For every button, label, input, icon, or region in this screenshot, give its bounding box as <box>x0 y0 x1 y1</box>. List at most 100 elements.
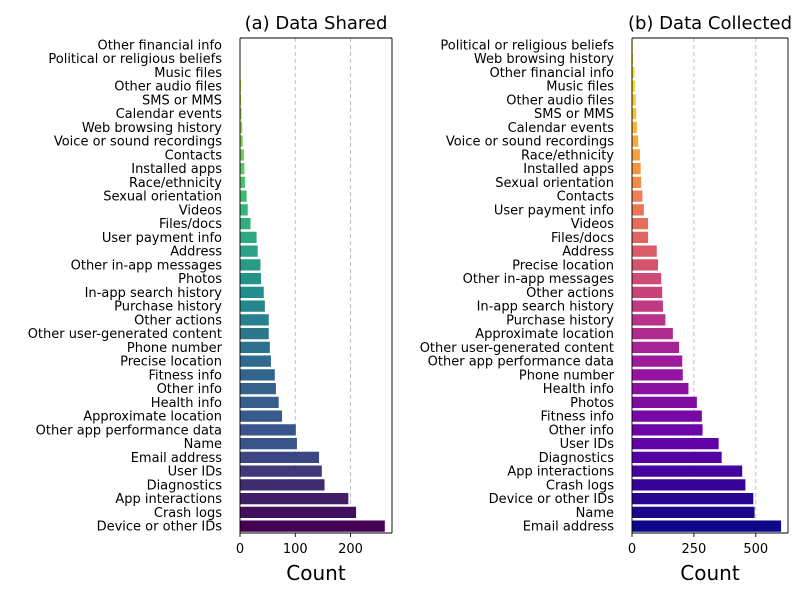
shared-category-label: Other financial info <box>97 38 222 53</box>
shared-category-label: User IDs <box>168 465 223 480</box>
shared-category-label: Other audio files <box>114 80 222 95</box>
collected-xtick-label: 250 <box>681 542 706 557</box>
collected-bar <box>632 410 702 422</box>
shared-category-label: Precise location <box>120 355 222 370</box>
collected-category-label: Installed apps <box>523 162 614 177</box>
shared-category-label: Approximate location <box>83 410 222 425</box>
shared-xlabel: Count <box>286 561 346 585</box>
shared-category-label: Other info <box>157 382 222 397</box>
shared-category-label: Photos <box>178 272 222 287</box>
collected-bar <box>632 369 683 381</box>
collected-bar <box>632 465 743 477</box>
collected-category-label: Music files <box>546 80 614 95</box>
shared-bar <box>240 176 245 189</box>
shared-category-label: User payment info <box>102 231 222 246</box>
collected-category-label: Phone number <box>519 368 615 383</box>
shared-xtick-label: 200 <box>338 542 363 557</box>
collected-bar <box>632 355 683 367</box>
collected-bar <box>632 341 680 354</box>
collected-bar <box>632 492 754 505</box>
collected-category-label: Purchase history <box>506 313 614 328</box>
collected-bar <box>632 382 689 395</box>
collected-bar <box>632 217 649 230</box>
collected-category-label: Files/docs <box>551 231 614 246</box>
shared-category-label: Health info <box>151 396 222 411</box>
collected-category-label: Other actions <box>526 286 614 301</box>
shared-category-label: Voice or sound recordings <box>54 135 222 150</box>
shared-bar <box>240 245 258 257</box>
shared-category-label: Calendar events <box>116 107 223 122</box>
shared-bar <box>240 300 265 312</box>
collected-bar <box>632 121 637 134</box>
shared-bar <box>240 314 269 326</box>
collected-category-label: Videos <box>571 217 614 232</box>
shared-category-label: Other actions <box>134 313 222 328</box>
collected-category-label: Race/ethnicity <box>521 148 614 163</box>
collected-category-label: Voice or sound recordings <box>446 135 614 150</box>
collected-category-label: Approximate location <box>475 327 614 342</box>
collected-bar <box>632 80 635 92</box>
shared-bar <box>240 286 264 299</box>
shared-category-label: Device or other IDs <box>97 520 223 535</box>
shared-bar <box>240 121 243 134</box>
shared-bar <box>240 465 322 477</box>
shared-category-label: In-app search history <box>85 286 223 301</box>
shared-bar <box>240 162 245 175</box>
shared-bar <box>240 355 271 367</box>
shared-bar <box>240 107 242 120</box>
collected-bar <box>632 245 657 257</box>
shared-bar <box>240 217 251 230</box>
collected-bar <box>632 176 642 189</box>
collected-xtick-label: 500 <box>743 542 768 557</box>
collected-bar <box>632 259 658 271</box>
shared-category-label: Race/ethnicity <box>129 176 222 191</box>
shared-category-label: Web browsing history <box>82 121 222 136</box>
shared-category-label: App interactions <box>115 492 222 507</box>
shared-bar <box>240 327 269 340</box>
collected-category-label: Diagnostics <box>539 451 615 466</box>
collected-bar <box>632 327 673 340</box>
collected-title: (b) Data Collected <box>628 13 792 34</box>
collected-category-label: Address <box>562 245 614 260</box>
collected-bar <box>632 424 703 436</box>
shared-category-label: Email address <box>131 451 223 466</box>
collected-category-label: In-app search history <box>477 300 615 315</box>
collected-category-label: User payment info <box>494 203 614 218</box>
collected-category-label: Photos <box>570 396 614 411</box>
shared-bar <box>240 437 297 450</box>
shared-category-label: Music files <box>154 66 222 81</box>
collected-bar <box>632 94 636 106</box>
collected-category-label: Name <box>576 506 614 521</box>
shared-bar <box>240 382 276 395</box>
shared-category-label: SMS or MMS <box>142 93 222 108</box>
shared-category-label: Diagnostics <box>147 478 223 493</box>
collected-category-label: Other audio files <box>506 93 614 108</box>
collected-category-label: User IDs <box>560 437 615 452</box>
collected-bar <box>632 231 649 244</box>
collected-bar <box>632 66 635 79</box>
collected-category-label: Political or religious beliefs <box>440 38 614 53</box>
collected-category-label: Precise location <box>512 258 614 273</box>
shared-category-label: Address <box>170 245 222 260</box>
shared-xtick-label: 100 <box>283 542 308 557</box>
shared-bar <box>240 272 262 285</box>
collected-category-label: Health info <box>543 382 614 397</box>
shared-bar <box>240 341 270 354</box>
collected-bar <box>632 162 641 175</box>
shared-bar <box>240 520 385 532</box>
shared-category-label: Purchase history <box>114 300 222 315</box>
shared-category-label: Name <box>184 437 222 452</box>
collected-bar <box>632 272 662 285</box>
collected-category-label: Web browsing history <box>474 52 614 67</box>
shared-bar <box>240 204 248 216</box>
shared-bar <box>240 424 296 436</box>
shared-bar <box>240 451 320 464</box>
collected-category-label: Crash logs <box>546 478 614 493</box>
collected-bar <box>632 520 782 532</box>
shared-category-label: Videos <box>179 203 222 218</box>
collected-bar <box>632 437 719 450</box>
collected-bar <box>632 286 663 299</box>
shared-bar <box>240 190 247 202</box>
